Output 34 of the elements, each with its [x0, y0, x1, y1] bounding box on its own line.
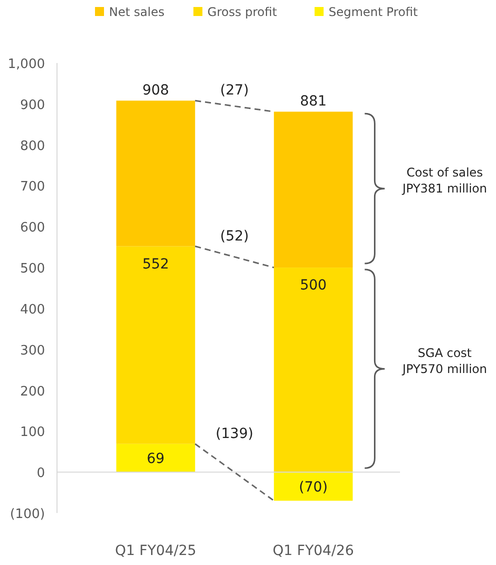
- y-tick-label: 800: [20, 138, 45, 154]
- annotation: 881: [300, 94, 327, 110]
- bar: [116, 100, 196, 246]
- annotation: (27): [220, 82, 249, 99]
- y-tick-label: 1,000: [8, 57, 45, 72]
- bar: [274, 268, 353, 472]
- legend-label: Net sales: [109, 5, 164, 19]
- y-tick-label: 0: [36, 466, 45, 482]
- y-tick-label: 400: [20, 302, 45, 318]
- annotation: (70): [298, 479, 328, 496]
- y-tick-label: (100): [10, 507, 45, 522]
- legend-label: Gross profit: [207, 5, 278, 19]
- y-tick-label: 300: [20, 343, 45, 358]
- y-tick-label: 200: [20, 384, 45, 400]
- annotation: (52): [220, 228, 249, 244]
- y-tick-label: 600: [20, 220, 45, 236]
- annotation: 500: [300, 278, 327, 294]
- bar: [116, 246, 196, 444]
- y-tick-label: 900: [20, 98, 45, 113]
- annotation: 552: [142, 256, 170, 272]
- x-tick-label: Q1 FY04/26: [272, 543, 354, 559]
- bar: [274, 112, 353, 268]
- annotation: 908: [142, 82, 170, 99]
- bar: [274, 472, 353, 501]
- y-tick-label: 500: [20, 262, 45, 277]
- annotation: 69: [146, 450, 165, 467]
- y-tick-label: 700: [20, 180, 45, 195]
- annotation: (139): [216, 426, 254, 442]
- legend-label: Segment Profit: [328, 5, 418, 19]
- text: SGA cost JPY570 million: [401, 346, 487, 376]
- text: Cost of sales JPY381 million: [401, 166, 487, 196]
- x-tick-label: Q1 FY04/25: [115, 543, 196, 559]
- bar: [116, 444, 196, 472]
- y-tick-label: 100: [20, 425, 45, 440]
